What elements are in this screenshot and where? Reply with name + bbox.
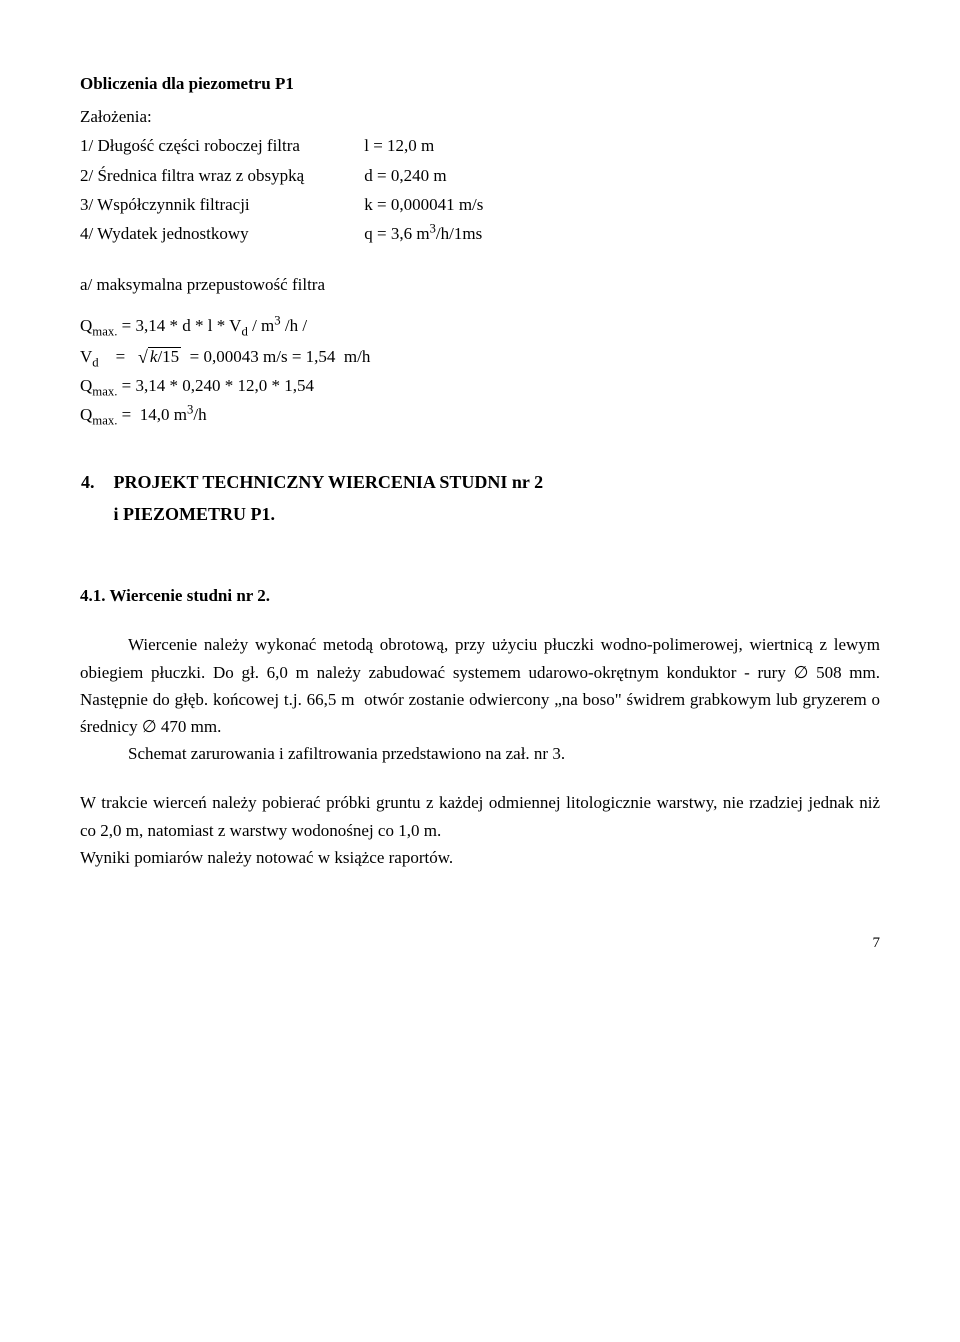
page-number: 7 (80, 931, 880, 955)
paragraph-2: Schemat zarurowania i zafiltrowania prze… (80, 740, 880, 767)
section-a-label: a/ maksymalna przepustowość filtra (80, 271, 880, 298)
heading-4-line2: i PIEZOMETRU P1. (114, 500, 544, 529)
eq-qmax-formula: Qmax. = 3,14 * d * l * Vd / m3 /h / (80, 312, 880, 339)
assumption-1-left: 1/ Długość części roboczej filtra (80, 132, 364, 161)
heading-4-num: 4. (80, 467, 113, 535)
eq-vd: Vd = k/15 = 0,00043 m/s = 1,54 m/h (80, 342, 880, 371)
assumption-1-right: l = 12,0 m (364, 132, 483, 161)
assumptions-label: Założenia: (80, 103, 880, 130)
heading-4: 4. PROJEKT TECHNICZNY WIERCENIA STUDNI n… (80, 467, 544, 535)
assumption-3-right: k = 0,000041 m/s (364, 191, 483, 220)
subheading-4-1: 4.1. Wiercenie studni nr 2. (80, 582, 880, 609)
eq-qmax-result: Qmax. = 14,0 m3/h (80, 401, 880, 428)
assumption-2-right: d = 0,240 m (364, 162, 483, 191)
paragraph-1: Wiercenie należy wykonać metodą obrotową… (80, 631, 880, 740)
assumptions-table: 1/ Długość części roboczej filtra l = 12… (80, 132, 483, 249)
assumption-3-left: 3/ Współczynnik filtracji (80, 191, 364, 220)
paragraph-4: Wyniki pomiarów należy notować w książce… (80, 844, 880, 871)
assumption-2-left: 2/ Średnica filtra wraz z obsypką (80, 162, 364, 191)
doc-title: Obliczenia dla piezometru P1 (80, 70, 880, 97)
eq-qmax-numeric: Qmax. = 3,14 * 0,240 * 12,0 * 1,54 (80, 372, 880, 399)
assumption-4-left: 4/ Wydatek jednostkowy (80, 220, 364, 249)
paragraph-3: W trakcie wierceń należy pobierać próbki… (80, 789, 880, 843)
heading-4-line1: PROJEKT TECHNICZNY WIERCENIA STUDNI nr 2 (114, 468, 544, 497)
assumption-4-right: q = 3,6 m3/h/1ms (364, 220, 483, 249)
